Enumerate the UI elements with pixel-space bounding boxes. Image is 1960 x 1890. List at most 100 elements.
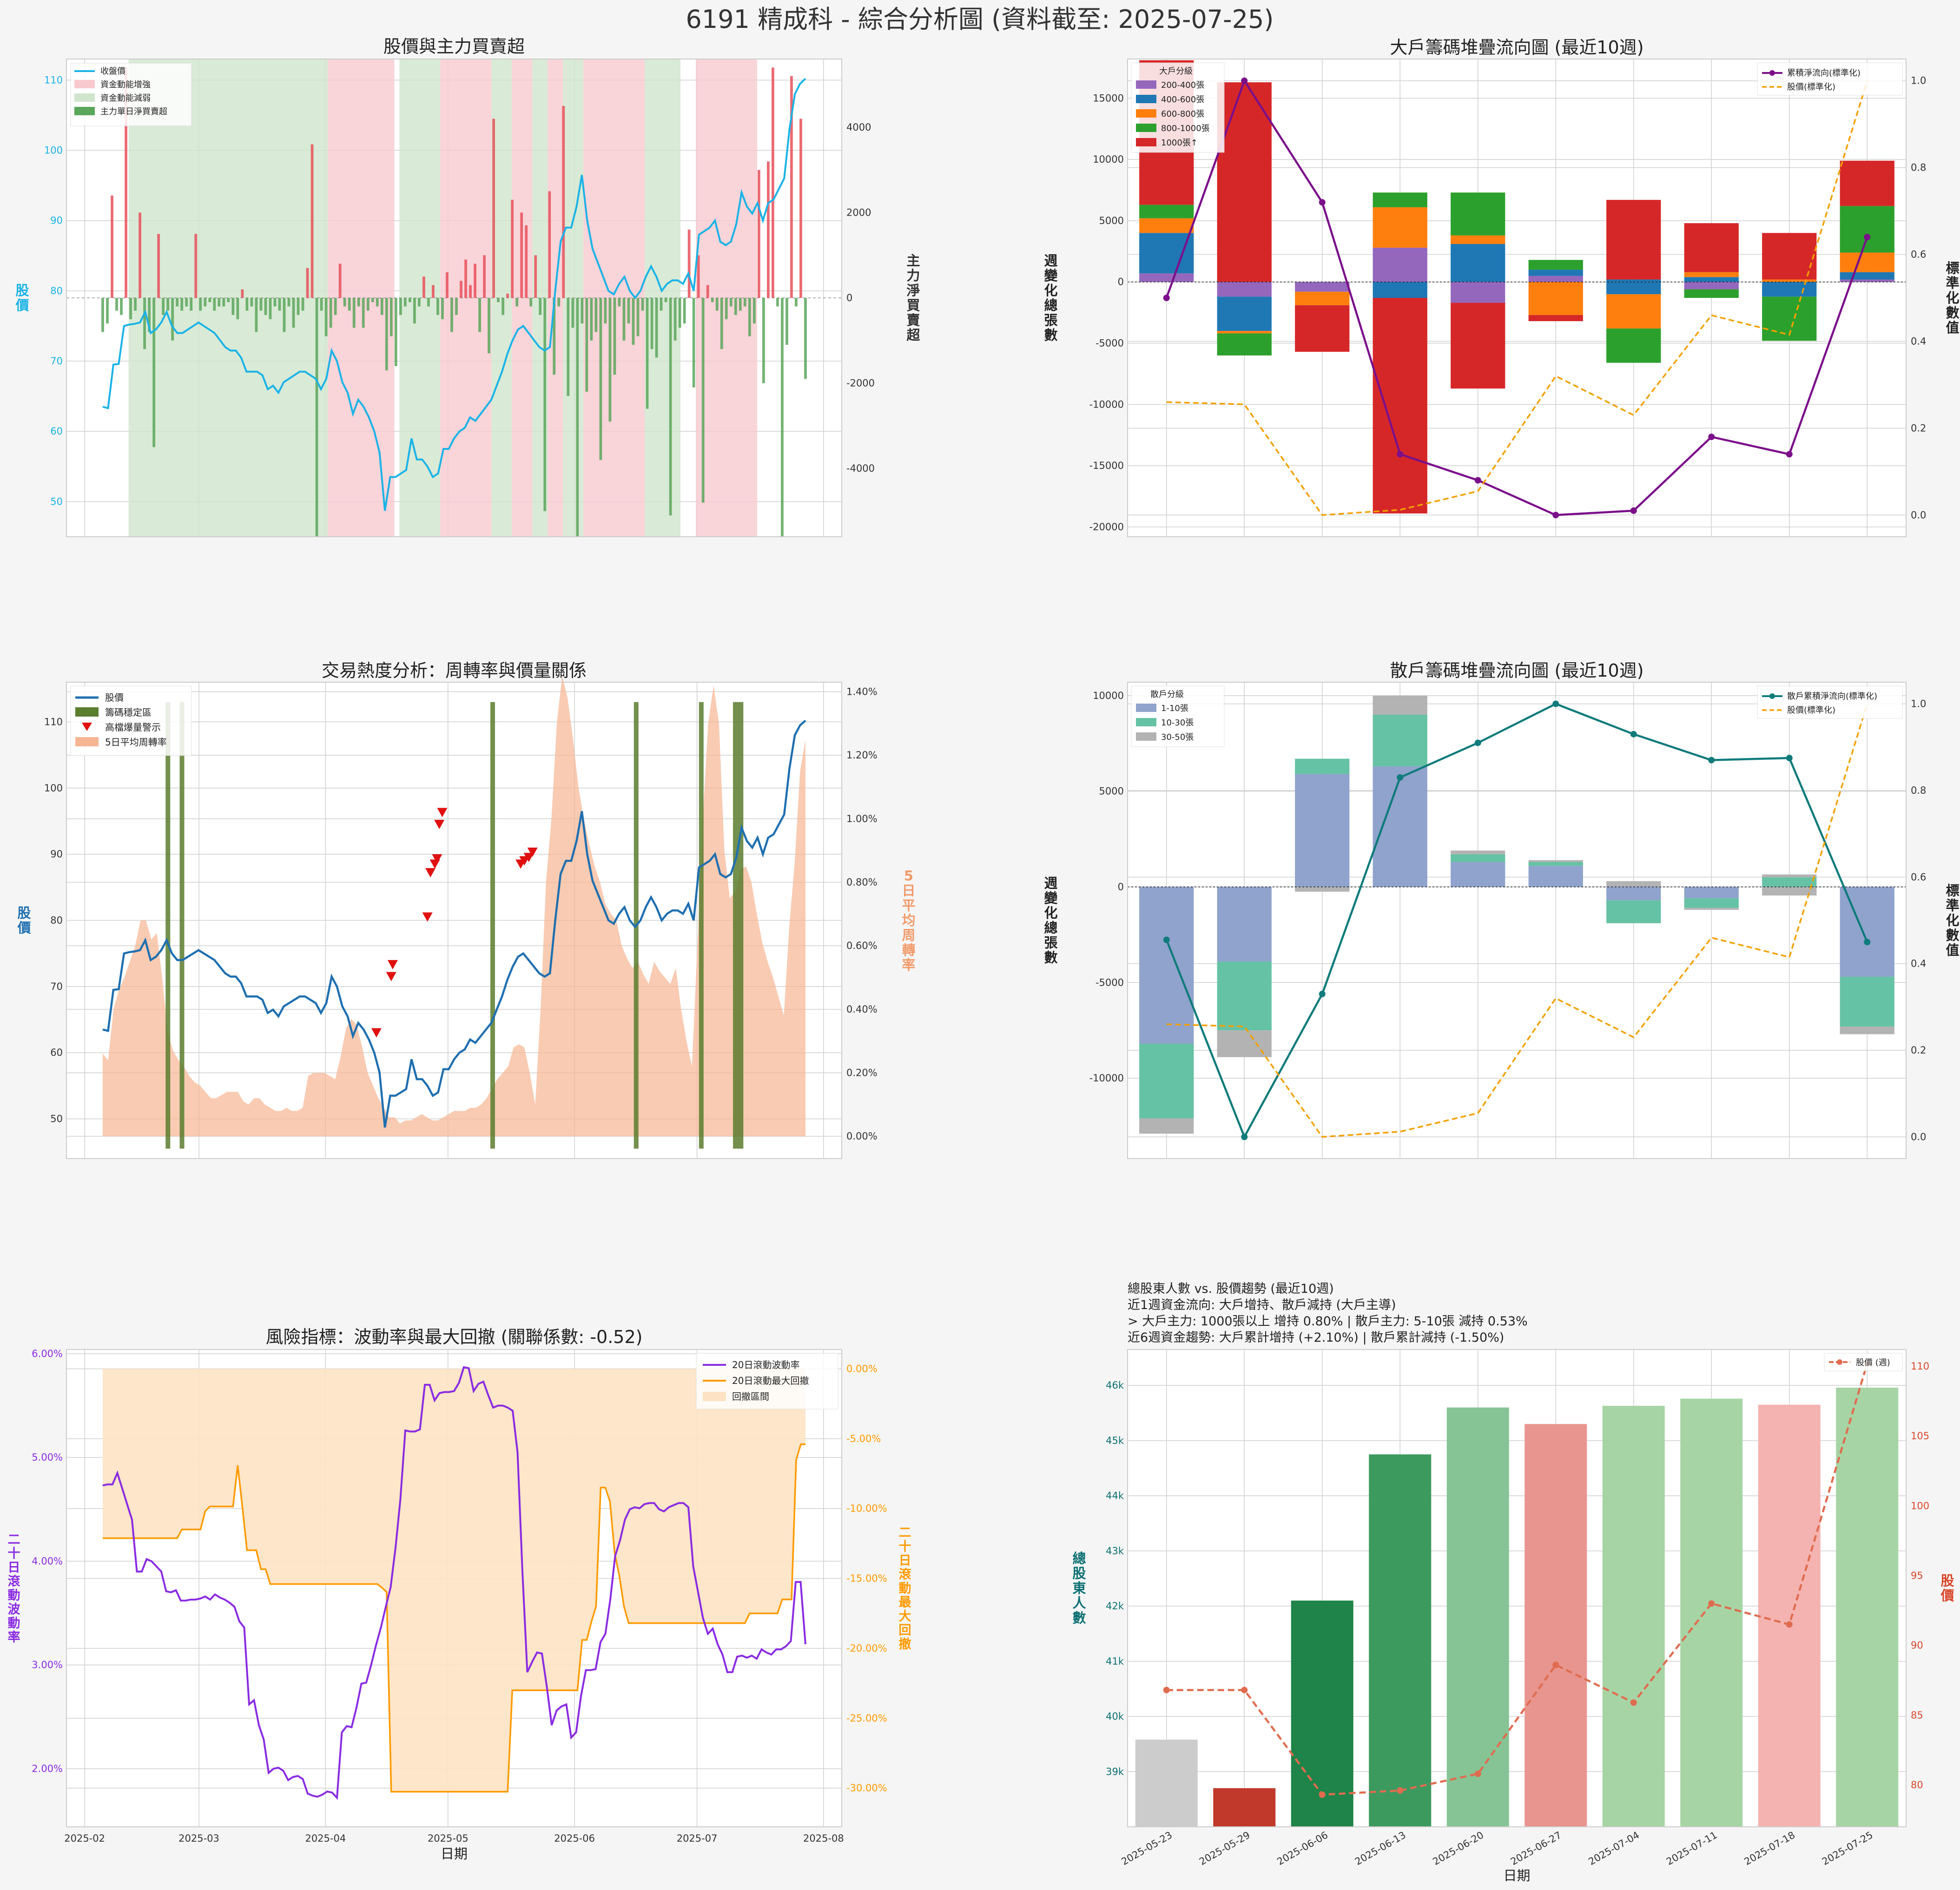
flow-bar [204, 298, 207, 307]
flow-bar [139, 212, 141, 298]
legend-box [1757, 685, 1903, 719]
holders-bar [1135, 1739, 1198, 1827]
y-tick-right: 80 [1911, 1779, 1923, 1791]
flow-bar [585, 298, 588, 392]
flow-bar [352, 298, 356, 328]
net-flow-point [1163, 295, 1170, 301]
legend-label: 資金動能增強 [100, 80, 151, 90]
stacked-bar-segment [1684, 887, 1739, 899]
x-tick-label: 2025-02 [64, 1833, 105, 1844]
flow-bar [706, 285, 709, 298]
stacked-bar-segment [1373, 695, 1427, 715]
net-flow-point [1474, 739, 1481, 746]
legend-label: 高檔爆量警示 [105, 722, 161, 733]
flow-bar [380, 298, 383, 315]
y-tick-right: 4000 [846, 122, 871, 133]
legend-lines: 累積淨流向(標準化) 股價(標準化) [1757, 62, 1903, 96]
flow-bar [492, 119, 495, 298]
flow-bar [292, 298, 295, 328]
stacked-bar-segment [1217, 331, 1272, 334]
y-tick-right: 100 [1911, 1500, 1929, 1511]
info-line: 總股東人數 vs. 股價趨勢 (最近10週) [1128, 1282, 1334, 1296]
y-axis-label-right: 價 [1940, 1588, 1954, 1604]
y-axis-label-left: 滾 [8, 1574, 21, 1589]
y-tick-left: 43k [1106, 1545, 1124, 1556]
stacked-bar-segment [1762, 877, 1817, 887]
legend-tiers: 散戶分級 1-10張 10-30張 30-50張 [1131, 685, 1225, 747]
y-axis-label-left: 二 [8, 1533, 20, 1547]
flow-bar [227, 298, 230, 303]
flow-bar [436, 298, 439, 315]
stacked-bar-segment [1295, 887, 1350, 892]
legend-label: 400-600張 [1161, 95, 1204, 105]
y-tick-left: -20000 [1089, 521, 1124, 533]
flow-bar [450, 298, 453, 332]
volume-warning-marker [523, 853, 534, 863]
net-flow-point [1708, 757, 1715, 764]
weekly-price-point [1786, 1621, 1793, 1628]
stacked-bar-segment [1684, 223, 1739, 272]
y-tick-right: -25.00% [846, 1712, 887, 1724]
stacked-bar-segment [1217, 887, 1272, 962]
legend-swatch [1136, 109, 1156, 118]
stacked-bar-segment [1451, 235, 1505, 244]
stacked-bar-segment [1139, 887, 1194, 1044]
stacked-bar-segment [1451, 282, 1505, 303]
flow-bar [743, 298, 746, 307]
stacked-bar-segment [1373, 192, 1427, 207]
net-flow-point [1552, 512, 1559, 519]
stacked-bar-segment [1840, 160, 1894, 206]
flow-bar [469, 285, 472, 298]
y-tick-right: 0.40% [846, 1004, 878, 1015]
y-axis-label-left: 週 [1044, 253, 1057, 269]
y-tick-right: 105 [1911, 1430, 1929, 1442]
drawdown-area [103, 1369, 805, 1792]
stacked-bar-segment [1528, 315, 1583, 322]
flow-bar [567, 298, 570, 396]
flow-bar [594, 298, 598, 332]
y-tick-right: 2000 [846, 207, 871, 218]
legend-tiers: 大戶分級 200-400張 400-600張 600-800張 800-1000張 100… [1131, 62, 1225, 153]
legend-label: 股價(標準化) [1787, 82, 1835, 92]
stacked-bar-segment [1840, 252, 1894, 272]
legend-swatch [75, 737, 99, 746]
flow-bar [199, 298, 202, 311]
weekly-price-point [1552, 1661, 1559, 1668]
net-flow-line [1165, 78, 1868, 516]
y-tick-right: 0.6 [1911, 249, 1926, 260]
y-tick-left: -10000 [1089, 1073, 1124, 1084]
y-tick-right: 0.6 [1911, 871, 1926, 882]
y-axis-label-right: 最 [899, 1595, 911, 1610]
y-tick-left: 5000 [1099, 215, 1124, 226]
y-tick-left: 80 [50, 915, 63, 926]
flow-bar [255, 298, 258, 332]
y-tick-right: 85 [1911, 1710, 1923, 1721]
drawdown-line [103, 1443, 805, 1793]
stacked-bar-segment [1528, 282, 1583, 315]
flow-bar [627, 298, 630, 324]
flow-bar [534, 255, 537, 298]
stacked-bar-segment [1295, 758, 1350, 774]
y-tick-right: 0.4 [1911, 336, 1926, 347]
stacked-bar-segment [1684, 289, 1739, 298]
y-axis-label-left: 變 [1044, 890, 1058, 906]
stacked-bar-segment [1373, 247, 1427, 282]
flow-bar [399, 298, 402, 315]
flow-bar [488, 298, 490, 354]
legend-swatch [1769, 693, 1775, 699]
flow-bar [409, 298, 411, 303]
flow-bar [231, 298, 235, 315]
flow-bar [622, 298, 626, 341]
x-axis-label: 日期 [441, 1846, 468, 1862]
y-tick-right: 0.8 [1911, 785, 1926, 796]
y-tick-right: 0 [846, 292, 852, 303]
stacked-bar-segment [1451, 854, 1505, 862]
flow-bar [357, 298, 360, 307]
legend-label: 800-1000張 [1161, 124, 1210, 133]
y-axis-label-right: 賣 [906, 312, 920, 328]
stacked-bar-segment [1840, 887, 1894, 977]
flow-bar [660, 298, 663, 311]
y-tick-left: 39k [1106, 1766, 1124, 1777]
y-tick-right: 0.2 [1911, 422, 1926, 434]
flow-bar [208, 298, 211, 303]
